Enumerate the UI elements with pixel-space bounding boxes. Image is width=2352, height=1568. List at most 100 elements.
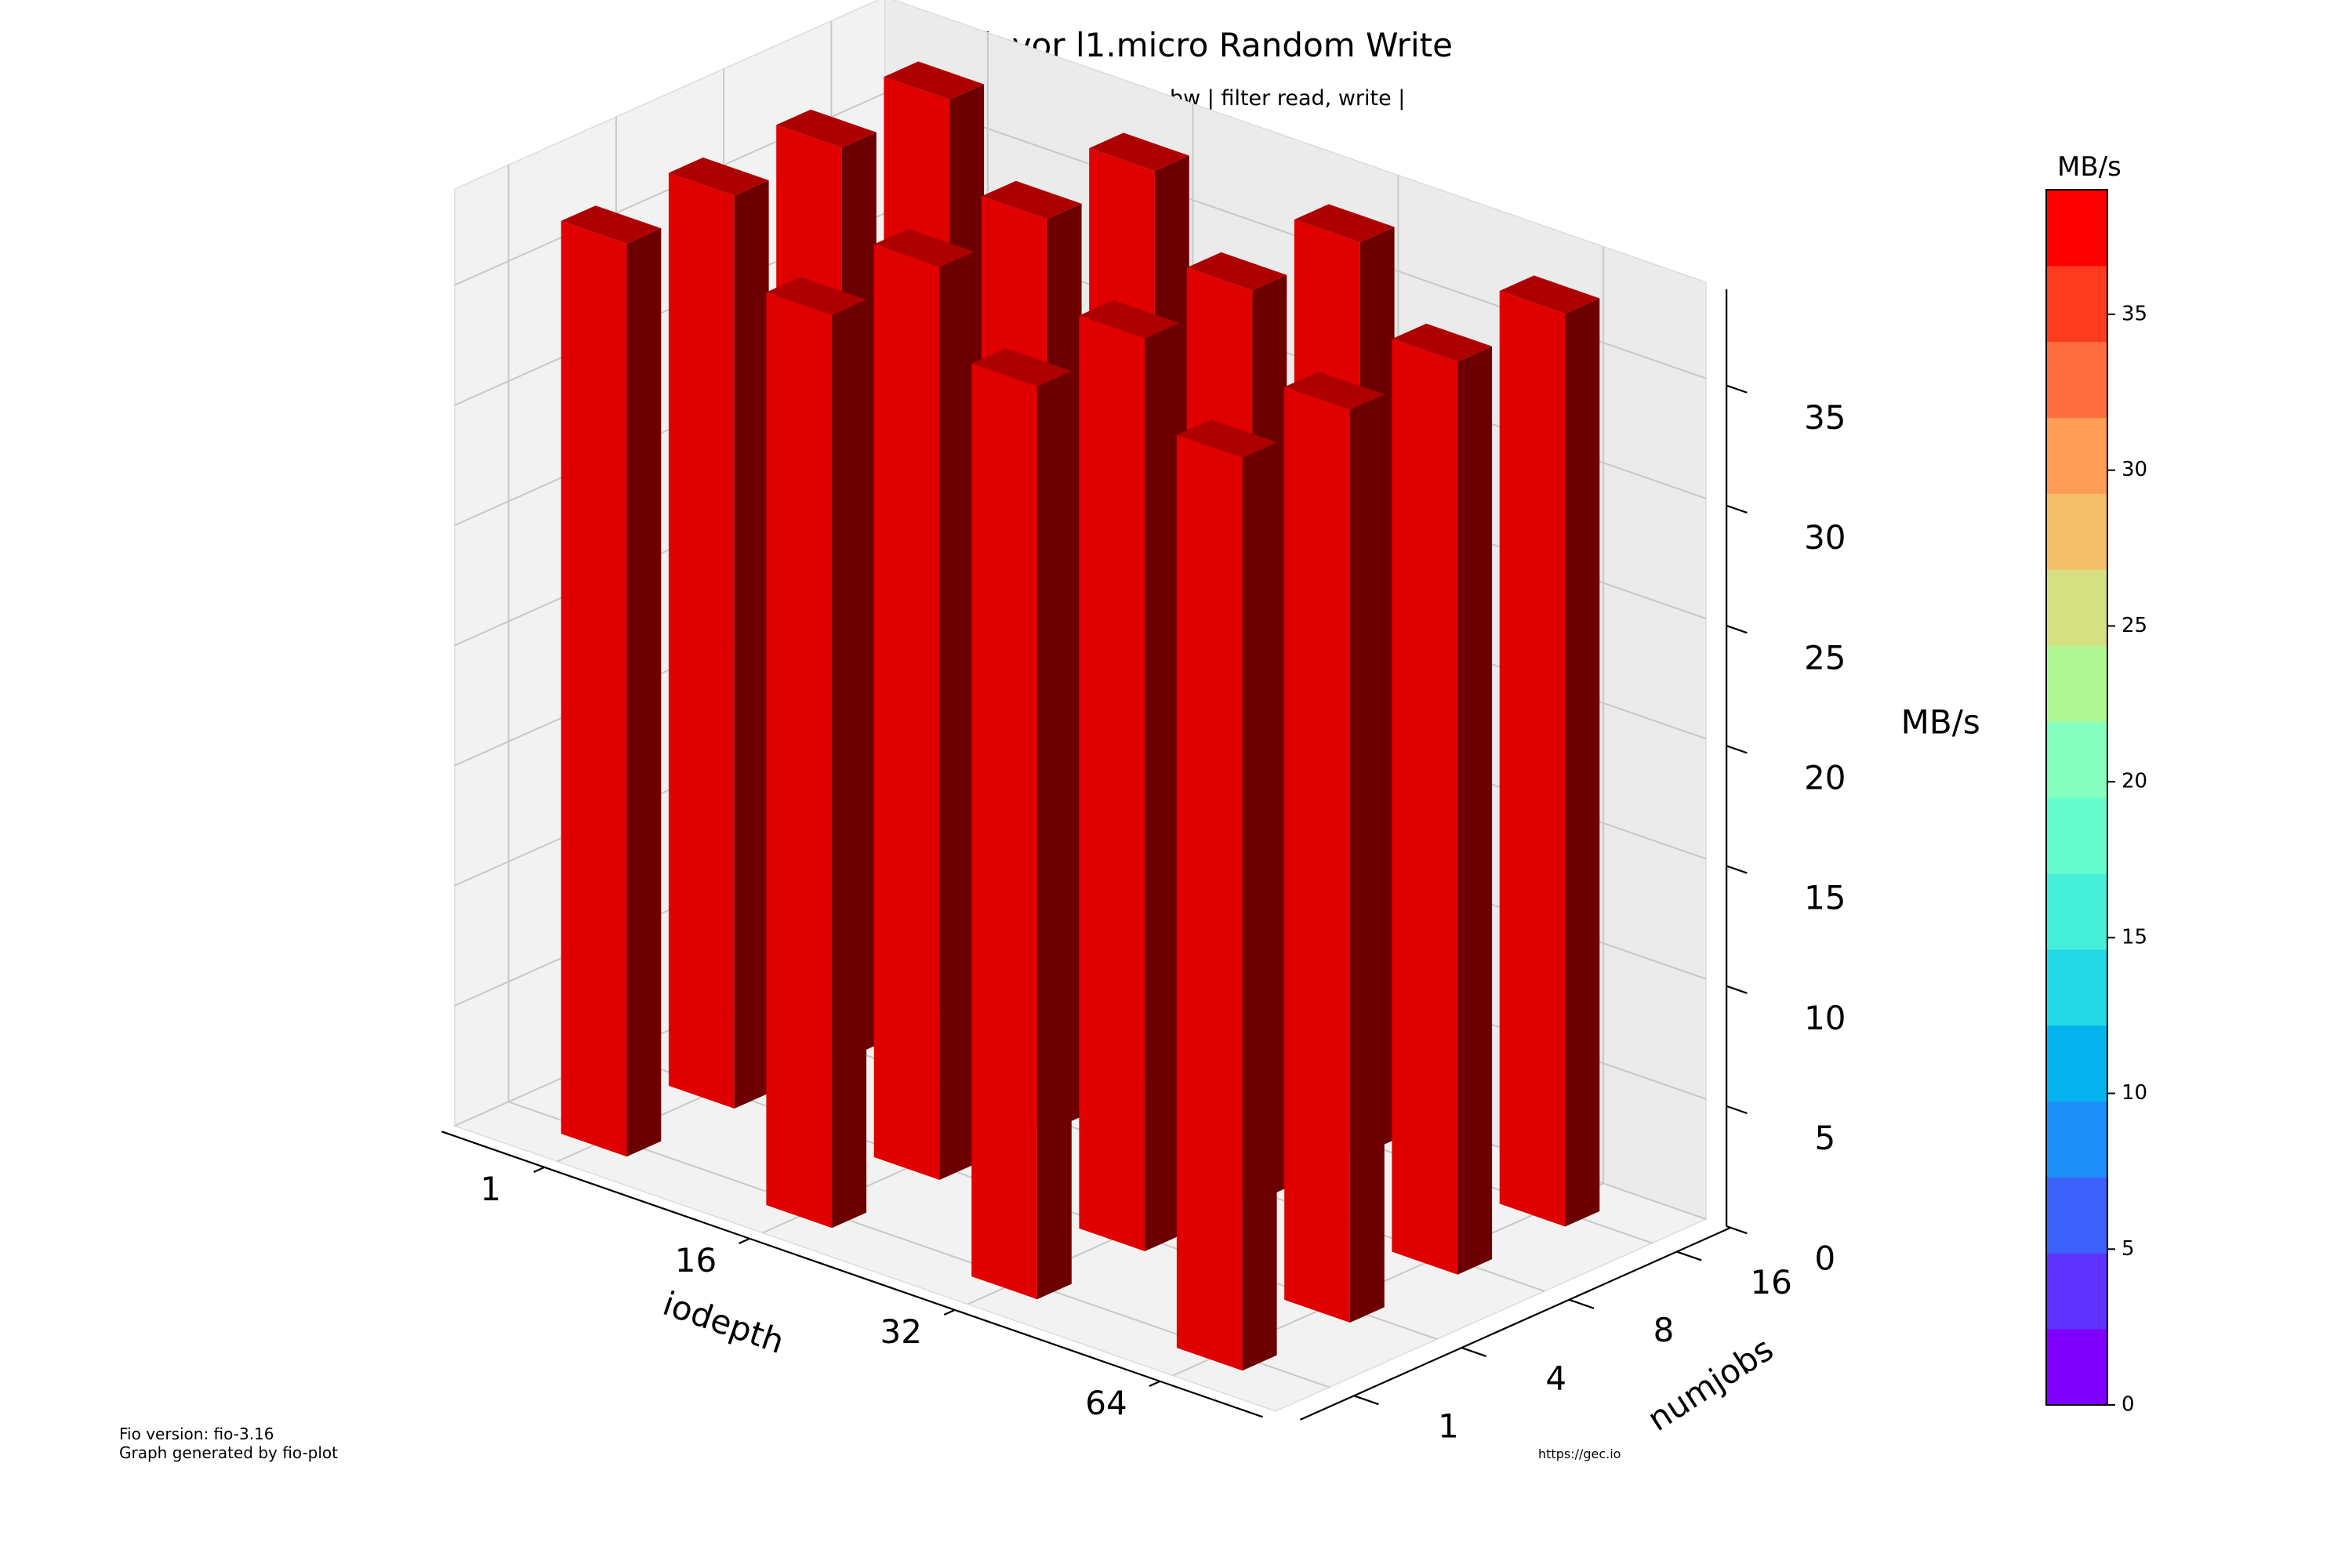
x-axis-label: iodepth (658, 1284, 789, 1361)
z-tick (1726, 384, 1748, 394)
bar-front-face (766, 292, 833, 1229)
bar-x16-y1 (766, 277, 867, 1229)
bar-top-face (766, 277, 867, 315)
colorbar-tick-label: 25 (2122, 614, 2147, 637)
bar-x64-y4 (1284, 371, 1385, 1323)
bar-side-face (1145, 323, 1180, 1251)
z-tick (1726, 1225, 1748, 1235)
bars (561, 61, 1600, 1371)
bar-front-face (873, 244, 940, 1180)
z-tick-label: 10 (1804, 999, 1846, 1037)
colorbar-segment (2046, 949, 2107, 1026)
colorbar-label: MB/s (2057, 151, 2122, 183)
bar-top-face (1089, 132, 1189, 172)
bar-front-face (1392, 339, 1458, 1275)
colorbar-segment (2046, 645, 2107, 722)
z-tick (1726, 865, 1748, 874)
bar-x64-y8 (1392, 323, 1493, 1275)
colorbar-tick-label: 20 (2122, 770, 2147, 793)
x-axis-line (441, 1131, 1263, 1418)
bar-x1-y1 (561, 205, 662, 1157)
y-tick (1353, 1395, 1379, 1406)
y-tick (1461, 1347, 1487, 1358)
bar-front-face (971, 363, 1037, 1300)
z-tick (1726, 625, 1748, 634)
bar-top-face (561, 205, 662, 244)
colorbar-segment (2046, 1253, 2107, 1330)
bar-top-face (1294, 204, 1395, 243)
y-axis-line (1299, 1226, 1731, 1421)
z-tick (1726, 1105, 1748, 1115)
colorbar-tick-label: 5 (2122, 1237, 2135, 1261)
bar-x16-y4 (873, 228, 975, 1180)
colorbar-segment (2046, 797, 2107, 874)
bar-top-face (776, 109, 877, 148)
z-tick-label: 15 (1804, 879, 1846, 917)
x-tick-label: 16 (675, 1241, 717, 1279)
footer-url: https://gec.io (1538, 1446, 1621, 1461)
bar-top-face (884, 61, 985, 100)
bar-x64-y1 (1176, 419, 1277, 1371)
bar-top-face (873, 228, 975, 267)
x-tick (533, 1166, 545, 1173)
x-tick (738, 1237, 750, 1244)
bar-side-face (734, 180, 769, 1109)
y-tick-label: 1 (1438, 1407, 1459, 1446)
colorbar-segment (2046, 341, 2107, 419)
colorbar-tick-label: 0 (2122, 1393, 2135, 1417)
x-tick (1149, 1380, 1161, 1387)
bar-side-face (939, 252, 975, 1180)
bar-top-face (1079, 299, 1180, 339)
z-tick-label: 20 (1804, 758, 1846, 797)
colorbar-tick-label: 10 (2122, 1081, 2147, 1105)
x-tick-label: 32 (880, 1312, 922, 1351)
colorbar-tick-label: 35 (2122, 302, 2147, 325)
colorbar-tick-label: 30 (2122, 458, 2147, 481)
colorbar: 0 5 10 15 20 25 30 35 (2045, 189, 2147, 1417)
bar-front-face (1079, 315, 1145, 1251)
y-tick-label: 8 (1653, 1311, 1675, 1349)
colorbar-segment (2046, 417, 2107, 494)
axes: 1 16 32 64 1 4 8 16 0 5 10 15 20 25 30 35 (441, 289, 1846, 1446)
footer-generated-by: Graph generated by fio-plot (119, 1443, 338, 1462)
bar-side-face (1036, 371, 1072, 1300)
x-tick (943, 1308, 956, 1316)
bar-side-face (1457, 346, 1493, 1275)
bar-side-face (1349, 394, 1385, 1323)
bar-top-face (981, 180, 1082, 220)
z-axis-label: MB/s (1901, 702, 1980, 741)
z-tick-label: 35 (1804, 398, 1846, 437)
colorbar-segment (2046, 265, 2107, 343)
z-tick (1726, 504, 1748, 514)
colorbar-frame (2045, 189, 2108, 1406)
colorbar-segment (2046, 1025, 2107, 1102)
y-tick-label: 16 (1750, 1263, 1791, 1301)
bar-front-face (668, 172, 735, 1109)
y-tick-label: 4 (1545, 1359, 1566, 1397)
bar-top-face (668, 157, 769, 196)
bar-top-face (1392, 323, 1493, 362)
bar-front-face (561, 220, 627, 1157)
z-tick-label: 5 (1814, 1119, 1835, 1157)
bar-side-face (832, 299, 867, 1229)
bar-top-face (1186, 252, 1287, 291)
colorbar-segment (2046, 190, 2107, 267)
bar-top-face (1284, 371, 1385, 410)
bar-x32-y1 (971, 348, 1072, 1300)
bar-x64-y16 (1499, 275, 1600, 1227)
colorbar-segment (2046, 1101, 2107, 1178)
bar-front-face (1176, 434, 1243, 1371)
bar-side-face (626, 228, 662, 1157)
bar-front-face (1284, 387, 1350, 1323)
z-tick-label: 30 (1804, 518, 1846, 557)
colorbar-segment (2046, 721, 2107, 798)
bar-front-face (1499, 291, 1566, 1227)
colorbar-segment (2046, 1329, 2107, 1406)
colorbar-tick-label: 15 (2122, 925, 2147, 949)
y-tick (1676, 1250, 1702, 1261)
bar-top-face (1176, 419, 1277, 458)
x-tick-label: 64 (1085, 1384, 1127, 1422)
colorbar-segment (2046, 1177, 2107, 1254)
colorbar-segment (2046, 569, 2107, 646)
bar-x32-y4 (1079, 299, 1180, 1251)
